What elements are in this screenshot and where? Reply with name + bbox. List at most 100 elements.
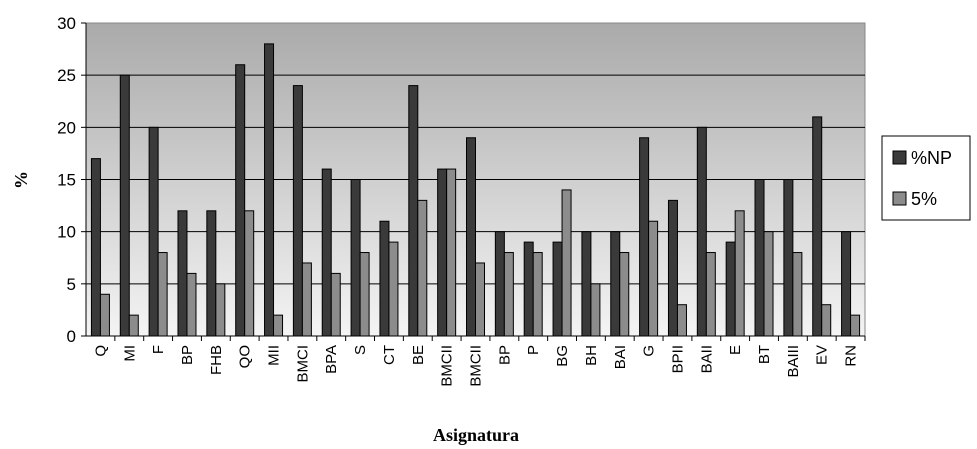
bar-np <box>696 126 707 337</box>
legend-box <box>881 135 971 221</box>
bar-np <box>379 220 390 337</box>
x-tick-label: BT <box>756 345 773 364</box>
x-tick-label: CT <box>381 345 398 365</box>
bar-5pct <box>244 210 255 337</box>
bar-5pct <box>705 252 716 337</box>
bar-np <box>466 137 476 337</box>
bar-5pct <box>388 241 399 337</box>
bar-5pct <box>648 220 659 337</box>
bar-5pct <box>475 262 485 337</box>
bar-np <box>206 210 217 337</box>
x-tick-label: BAIII <box>785 345 802 378</box>
x-tick-label: MII <box>266 345 283 366</box>
y-tick-label: 20 <box>57 118 76 137</box>
bar-np <box>177 210 188 337</box>
x-tick-label: BAI <box>612 345 629 369</box>
x-tick-label: BP <box>496 345 513 365</box>
y-tick-label: 0 <box>67 327 76 346</box>
bar-5pct <box>619 252 630 337</box>
x-tick-label: EV <box>814 345 831 365</box>
x-tick-label: BE <box>410 345 427 365</box>
bar-np <box>783 179 794 337</box>
x-tick-label: BH <box>583 345 600 366</box>
x-axis-title: Asignatura <box>433 425 519 445</box>
bar-5pct <box>215 283 226 337</box>
bar-np <box>494 231 505 337</box>
bar-5pct <box>99 293 110 337</box>
bar-5pct <box>273 314 284 337</box>
bar-5pct <box>330 272 341 337</box>
x-tick-label: BP <box>179 345 196 365</box>
bar-np <box>148 126 159 337</box>
bar-np <box>350 179 361 337</box>
x-tick-label: BMCII <box>468 345 485 387</box>
bar-np <box>841 231 852 337</box>
bar-5pct <box>186 272 197 337</box>
bar-np <box>437 168 448 337</box>
bar-np <box>235 64 246 337</box>
bar-np <box>408 85 419 337</box>
y-tick-label: 30 <box>57 14 76 33</box>
bar-np <box>581 231 592 337</box>
x-tick-label: G <box>641 345 658 357</box>
bars <box>90 43 861 337</box>
legend-label-5pct: 5% <box>911 189 937 209</box>
x-tick-label: Q <box>92 345 109 357</box>
bar-np <box>754 179 765 337</box>
y-tick-label: 5 <box>67 275 76 294</box>
bar-np <box>610 231 621 337</box>
y-axis-title: % <box>11 171 31 189</box>
x-tick-label: BMCII <box>439 345 456 387</box>
x-tick-labels: Q MI F BP FHB QO MII BMCI BPA S CT BE BMCII BMCII BP P B… <box>92 336 866 387</box>
bar-5pct <box>128 314 139 337</box>
legend: %NP 5% <box>881 135 971 221</box>
bar-5pct <box>763 231 774 337</box>
x-tick-label: S <box>352 345 369 355</box>
legend-label-np: %NP <box>911 148 952 168</box>
x-tick-label: BMCI <box>294 345 311 383</box>
x-tick-label: BG <box>554 345 571 367</box>
x-tick-label: P <box>525 345 542 355</box>
bar-np <box>90 158 101 337</box>
bar-5pct <box>561 189 572 337</box>
y-tick-labels: 0 5 10 15 20 25 30 <box>57 14 86 346</box>
bar-np <box>639 137 650 337</box>
bar-np <box>119 74 130 337</box>
bar-5pct <box>532 252 543 337</box>
bar-np <box>321 168 332 337</box>
bar-5pct <box>301 262 312 337</box>
bar-5pct <box>792 252 803 337</box>
y-tick-label: 15 <box>57 171 76 190</box>
bar-5pct <box>676 304 687 337</box>
x-tick-label: BPA <box>323 345 340 374</box>
bar-5pct <box>503 252 514 337</box>
bar-np <box>725 241 736 337</box>
x-tick-label: F <box>150 345 167 354</box>
legend-swatch-np <box>892 150 907 165</box>
bar-np <box>523 241 534 337</box>
x-tick-label: QO <box>237 345 254 368</box>
bar-5pct <box>157 252 168 337</box>
y-tick-label: 25 <box>57 66 76 85</box>
bar-5pct <box>821 304 832 337</box>
y-tick-label: 10 <box>57 223 76 242</box>
x-tick-label: FHB <box>208 345 225 375</box>
bar-5pct <box>359 252 370 337</box>
x-tick-label: RN <box>843 345 860 367</box>
bar-5pct <box>734 210 745 337</box>
x-tick-label: BPII <box>669 345 686 373</box>
x-tick-label: E <box>727 345 744 355</box>
bar-5pct <box>417 199 428 337</box>
bar-np <box>812 116 823 337</box>
bar-5pct <box>590 283 601 337</box>
bar-np <box>552 241 563 337</box>
x-tick-label: BAII <box>698 345 715 373</box>
bar-5pct <box>446 168 457 337</box>
legend-swatch-5pct <box>892 191 907 206</box>
x-tick-label: MI <box>121 345 138 362</box>
bar-np <box>264 43 275 337</box>
bar-np <box>292 85 303 337</box>
bar-5pct <box>850 314 861 337</box>
bar-np <box>667 199 678 337</box>
